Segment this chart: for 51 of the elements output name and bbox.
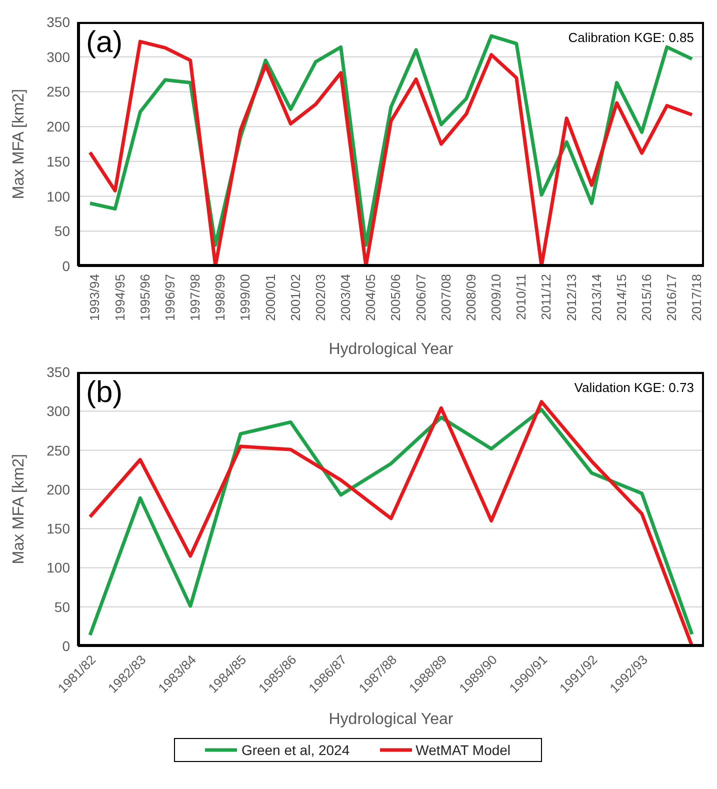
x-tick-label: 1993/94 [87, 274, 102, 321]
x-tick-label: 2009/10 [488, 274, 504, 321]
y-axis-title: Max MFA [km2] [10, 88, 28, 200]
y-tick-label: 250 [46, 84, 70, 100]
x-tick-label: 2016/17 [664, 274, 680, 321]
y-tick-label: 350 [46, 14, 70, 30]
annotation: (a) [86, 26, 123, 60]
y-tick-label: 250 [46, 442, 70, 458]
x-tick-label: 2001/02 [288, 274, 303, 321]
x-tick-label: 1996/97 [162, 274, 178, 321]
x-tick-label: 1997/98 [188, 274, 203, 321]
x-tick-label: 2011/12 [538, 274, 554, 320]
y-tick-label: 150 [46, 153, 70, 170]
x-tick-label: 2004/05 [363, 274, 378, 321]
y-tick-label: 50 [54, 223, 70, 240]
y-tick-label: 150 [46, 520, 70, 537]
x-tick-label: 1998/99 [212, 274, 228, 321]
y-tick-label: 50 [54, 598, 70, 615]
y-tick-label: 300 [46, 48, 70, 65]
x-tick-label: 2012/13 [564, 274, 579, 321]
annotation: Validation KGE: 0.73 [574, 380, 694, 395]
x-tick-label: 2003/04 [338, 274, 354, 321]
x-tick-label: 1994/95 [112, 274, 128, 321]
x-tick-label: 2015/16 [639, 274, 654, 321]
x-tick-label: 1995/96 [137, 274, 152, 321]
y-tick-label: 0 [62, 258, 70, 274]
y-tick-label: 100 [46, 188, 70, 204]
x-tick-label: 2005/06 [388, 274, 404, 321]
x-tick-label: 2000/01 [262, 274, 278, 321]
y-tick-label: 200 [46, 118, 70, 135]
y-tick-label: 300 [46, 403, 70, 420]
y-axis-title: Max MFA [km2] [10, 454, 28, 564]
x-tick-label: 2014/15 [614, 274, 629, 321]
x-tick-label: 2010/11 [514, 274, 529, 320]
x-axis-title: Hydrological Year [328, 341, 454, 358]
x-tick-label: 1999/00 [238, 274, 253, 321]
x-tick-label: 2008/09 [463, 274, 478, 321]
legend-label: Green et al, 2024 [241, 742, 350, 758]
x-tick-label: 2007/08 [438, 274, 454, 321]
x-tick-label: 2017/18 [689, 274, 704, 321]
legend-label: WetMAT Model [416, 742, 511, 758]
annotation: Calibration KGE: 0.85 [568, 30, 694, 45]
annotation: (b) [86, 376, 123, 410]
x-tick-label: 2013/14 [588, 274, 604, 321]
y-tick-label: 200 [46, 481, 70, 498]
x-tick-label: 2002/03 [312, 274, 328, 321]
y-tick-label: 350 [46, 364, 70, 380]
x-tick-label: 2006/07 [413, 274, 428, 321]
y-tick-label: 0 [62, 638, 70, 654]
y-tick-label: 100 [46, 560, 70, 576]
x-axis-title: Hydrological Year [328, 711, 454, 728]
